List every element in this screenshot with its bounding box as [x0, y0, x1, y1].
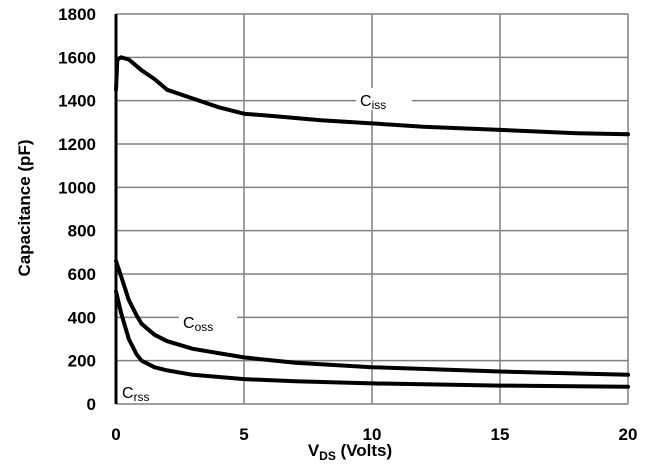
- series-label-bg-ciss: [356, 88, 412, 110]
- x-tick-label: 5: [239, 425, 248, 444]
- series-labels: Ciss Coss Crss: [118, 88, 412, 404]
- series-line-ciss: [114, 55, 630, 137]
- tick-labels: 0 5 10 15 2002004006008001000120014001600180…: [58, 5, 637, 444]
- x-tick-label: 20: [619, 425, 638, 444]
- series-label-bg-crss: [118, 380, 162, 400]
- x-tick-label: 0: [111, 425, 120, 444]
- y-tick-label: 1800: [58, 5, 96, 24]
- y-tick-label: 1200: [58, 135, 96, 154]
- x-tick-label: 15: [491, 425, 510, 444]
- y-tick-label: 400: [68, 308, 96, 327]
- y-axis-title: Capacitance (pF): [15, 140, 34, 277]
- series-label-crss: Crss: [122, 385, 150, 404]
- series-lines: [114, 55, 630, 389]
- y-tick-label: 1000: [58, 178, 96, 197]
- series-label-bg-coss: [179, 310, 237, 332]
- y-tick-label: 0: [87, 395, 96, 414]
- x-axis-title: VDS (Volts): [308, 441, 392, 463]
- y-tick-label: 1400: [58, 92, 96, 111]
- y-tick-label: 200: [68, 352, 96, 371]
- y-tick-label: 1600: [58, 48, 96, 67]
- y-tick-label: 600: [68, 265, 96, 284]
- series-label-coss: Coss: [183, 315, 213, 334]
- series-line-coss: [114, 259, 630, 377]
- x-tick-label: 10: [363, 425, 382, 444]
- y-tick-label: 800: [68, 222, 96, 241]
- series-line-crss: [114, 289, 630, 389]
- series-label-ciss: Ciss: [360, 93, 386, 112]
